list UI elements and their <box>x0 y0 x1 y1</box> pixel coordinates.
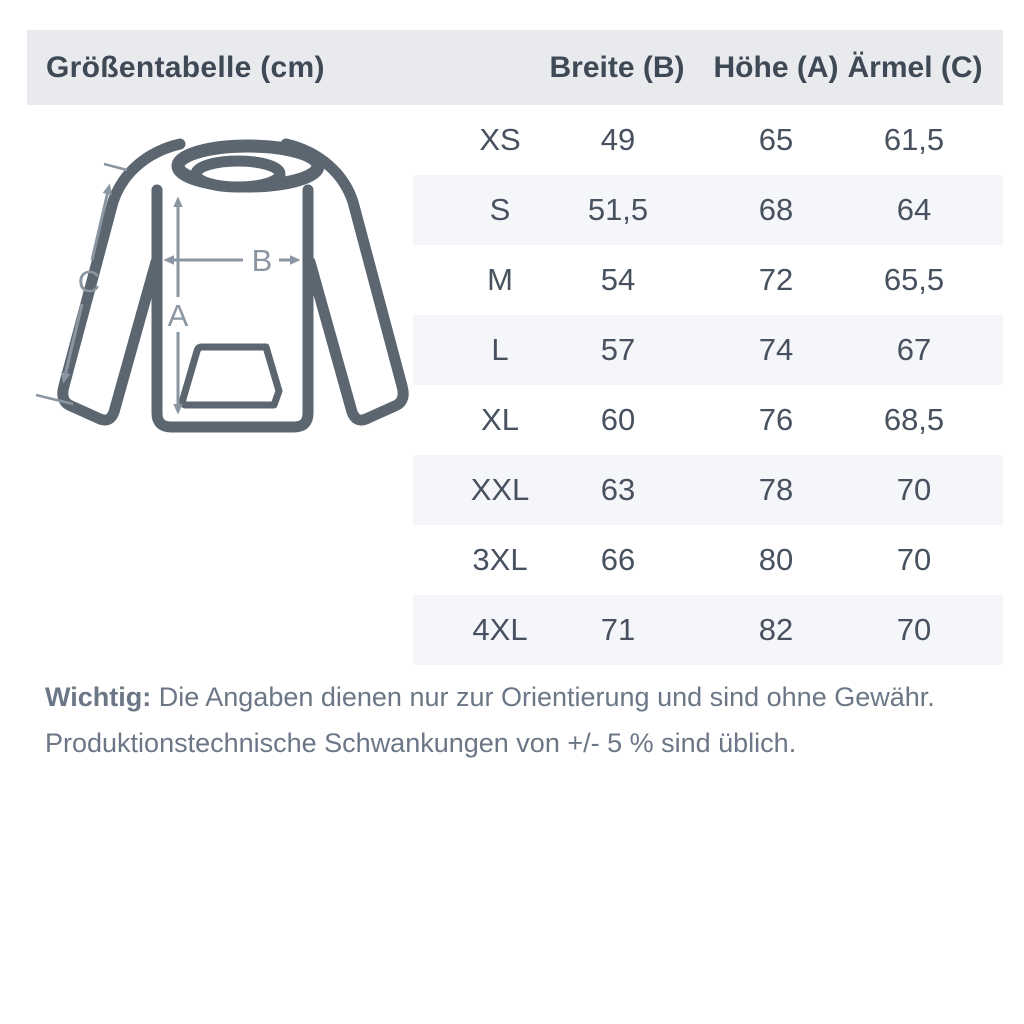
aermel-value: 65,5 <box>883 262 945 297</box>
breite-value: 51,5 <box>587 192 649 227</box>
aermel-value: 61,5 <box>883 122 945 157</box>
hoehe-value: 68 <box>758 192 794 227</box>
page-title: Größentabelle (cm) <box>46 50 325 84</box>
dimension-line-c <box>60 303 84 384</box>
size-label: 3XL <box>472 542 528 577</box>
table-header: Größentabelle (cm) Breite (B) Höhe (A) Ä… <box>27 30 1003 105</box>
disclaimer: Wichtig: Die Angaben dienen nur zur Orie… <box>45 674 995 766</box>
size-label: XXL <box>470 472 530 507</box>
hood-inner <box>190 155 286 193</box>
hoehe-value: 65 <box>758 122 794 157</box>
size-label: XS <box>479 122 521 157</box>
breite-value: 71 <box>600 612 636 647</box>
aermel-value: 70 <box>896 612 932 647</box>
disclaimer-line-1: Wichtig: Die Angaben dienen nur zur Orie… <box>45 674 995 720</box>
breite-value: 60 <box>600 402 636 437</box>
breite-value: 66 <box>600 542 636 577</box>
dimension-tick <box>103 162 128 172</box>
size-label: M <box>487 262 513 297</box>
left-sleeve <box>57 138 186 426</box>
column-header-breite: Breite (B) <box>549 50 685 84</box>
label-a: A <box>168 298 189 333</box>
breite-value: 57 <box>600 332 636 367</box>
dimension-tick <box>35 393 74 406</box>
aermel-value: 70 <box>896 542 932 577</box>
table-row: XXL 63 78 70 <box>413 455 1003 525</box>
table-row: S 51,5 68 64 <box>413 175 1003 245</box>
breite-value: 63 <box>600 472 636 507</box>
size-label: L <box>491 332 509 367</box>
disclaimer-text: Die Angaben dienen nur zur Orientierung … <box>151 682 935 712</box>
table-row: XS 49 65 61,5 <box>413 105 1003 175</box>
hoehe-value: 74 <box>758 332 794 367</box>
column-header-aermel: Ärmel (C) <box>847 50 983 84</box>
column-header-hoehe: Höhe (A) <box>713 50 839 84</box>
hoehe-value: 76 <box>758 402 794 437</box>
hoehe-value: 72 <box>758 262 794 297</box>
table-row: 4XL 71 82 70 <box>413 595 1003 665</box>
label-b: B <box>252 243 273 278</box>
hoehe-value: 78 <box>758 472 794 507</box>
right-sleeve <box>280 138 409 426</box>
pocket <box>179 343 283 409</box>
size-label: S <box>489 192 511 227</box>
table-row: XL 60 76 68,5 <box>413 385 1003 455</box>
hoodie-measurement-diagram: A B C <box>35 138 409 433</box>
hoehe-value: 80 <box>758 542 794 577</box>
dimension-line-c <box>90 183 113 261</box>
table-row: 3XL 66 80 70 <box>413 525 1003 595</box>
aermel-value: 70 <box>896 472 932 507</box>
size-label: XL <box>481 402 519 437</box>
disclaimer-line-2: Produktionstechnische Schwankungen von +… <box>45 728 797 758</box>
disclaimer-bold: Wichtig: <box>45 682 152 712</box>
aermel-value: 64 <box>896 192 932 227</box>
table-row: M 54 72 65,5 <box>413 245 1003 315</box>
breite-value: 54 <box>600 262 636 297</box>
aermel-value: 67 <box>896 332 932 367</box>
breite-value: 49 <box>600 122 636 157</box>
table-row: L 57 74 67 <box>413 315 1003 385</box>
hoehe-value: 82 <box>758 612 794 647</box>
label-c: C <box>78 264 100 299</box>
size-label: 4XL <box>472 612 528 647</box>
aermel-value: 68,5 <box>883 402 945 437</box>
